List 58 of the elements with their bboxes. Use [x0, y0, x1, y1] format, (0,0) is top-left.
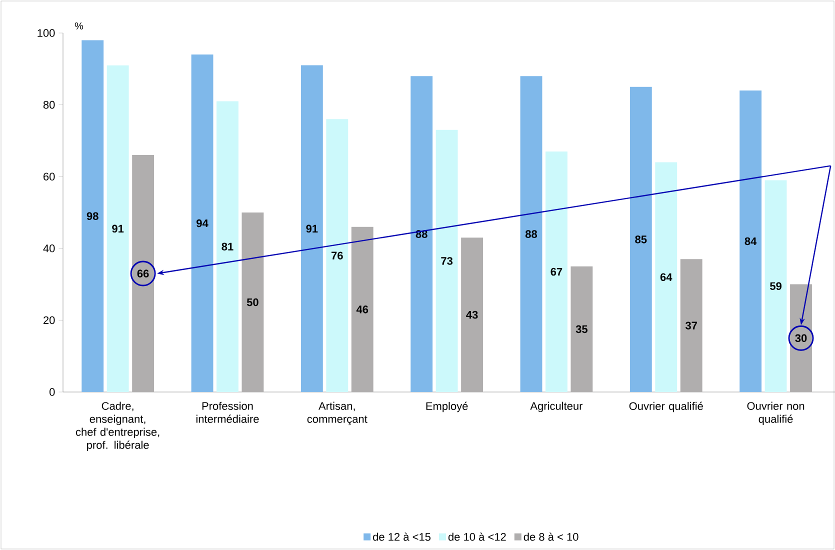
- bar: [191, 54, 214, 392]
- x-tick-label: Artisan, commerçant: [307, 402, 368, 426]
- data-label: 35: [576, 325, 588, 334]
- data-label: 30: [795, 334, 807, 342]
- bar: [351, 226, 374, 392]
- bar: [300, 65, 323, 392]
- bar: [436, 130, 458, 392]
- data-label: 84: [744, 237, 757, 246]
- y-tick-label: 60: [44, 172, 55, 180]
- bar: [546, 151, 568, 392]
- bar: [132, 155, 154, 392]
- y-tick-label: 80: [43, 100, 55, 109]
- data-label: 37: [685, 322, 697, 330]
- x-tick-label: Ouvrier qualifié: [629, 402, 703, 412]
- y-tick-label: 40: [43, 244, 55, 252]
- legend-label: de 8 à < 10: [524, 532, 578, 541]
- data-label: 43: [466, 310, 478, 319]
- data-label: 59: [770, 282, 782, 290]
- bar: [216, 101, 238, 392]
- data-label: 94: [196, 219, 208, 228]
- bar: [764, 180, 787, 392]
- data-label: 76: [332, 252, 343, 260]
- data-label: 91: [112, 224, 124, 233]
- bar: [461, 238, 483, 392]
- bar: [680, 259, 702, 392]
- data-label: 67: [550, 268, 562, 276]
- legend-label: de 12 à <15: [373, 532, 430, 541]
- y-tick-label: 100: [38, 29, 55, 37]
- bar: [790, 284, 812, 392]
- bar: [410, 76, 433, 392]
- data-label: 81: [222, 242, 234, 250]
- data-label: 64: [660, 273, 672, 282]
- bar: [655, 162, 678, 392]
- x-tick-label: Ouvrier non qualifié: [747, 402, 804, 426]
- x-tick-label: Profession intermédiaire: [196, 402, 259, 423]
- bar: [82, 40, 104, 392]
- bar: [326, 119, 348, 392]
- data-label: 50: [246, 298, 258, 306]
- data-label: 66: [137, 270, 149, 278]
- y-tick-label: 20: [44, 316, 55, 324]
- x-tick-label: Cadre, enseignant, chef d'entreprise, prof. libérale: [76, 402, 160, 452]
- data-label: 98: [86, 212, 98, 220]
- bar: [630, 86, 652, 392]
- data-label: 46: [356, 306, 368, 314]
- x-tick-label: Employé: [426, 402, 468, 412]
- data-label: 91: [306, 224, 318, 233]
- bar: [242, 212, 264, 392]
- bar: [570, 266, 593, 392]
- data-label: 85: [635, 236, 647, 244]
- bar: [106, 65, 129, 392]
- bar: [520, 76, 542, 392]
- y-tick-label: 0: [50, 388, 55, 396]
- data-label: 73: [441, 257, 453, 265]
- data-label: 88: [525, 230, 538, 238]
- bar: [740, 90, 762, 392]
- legend-label: de 10 à <12: [448, 532, 506, 541]
- x-tick-label: Agriculteur: [530, 402, 583, 412]
- y-axis-title: %: [74, 22, 84, 30]
